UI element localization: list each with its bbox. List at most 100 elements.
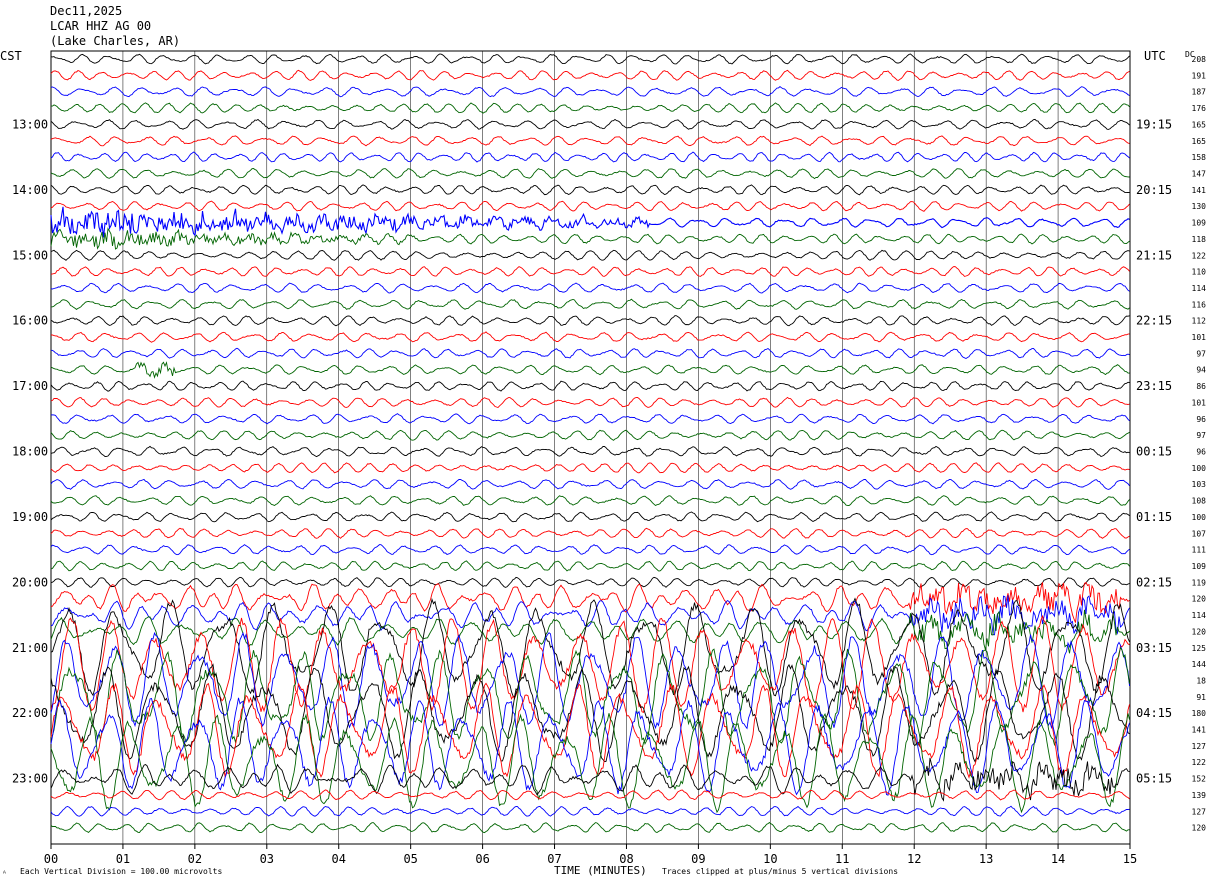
seismic-trace xyxy=(50,249,1130,261)
seismic-trace xyxy=(50,445,1130,458)
dc-offset-value: 100 xyxy=(1192,513,1207,522)
seismic-trace xyxy=(51,331,1130,343)
left-hour-label: 16:00 xyxy=(12,314,48,328)
dc-offset-value: 147 xyxy=(1192,169,1207,178)
dc-offset-value: 165 xyxy=(1192,120,1207,129)
seismic-trace xyxy=(50,757,1130,802)
seismic-trace xyxy=(50,227,1130,250)
right-hour-label: 05:15 xyxy=(1136,772,1172,786)
x-tick-label: 10 xyxy=(763,852,777,866)
dc-offset-value: 91 xyxy=(1196,693,1206,702)
right-hour-label: 21:15 xyxy=(1136,248,1172,262)
left-hour-label: 21:00 xyxy=(12,641,48,655)
seismic-trace xyxy=(50,396,1130,409)
right-hour-label: 02:15 xyxy=(1136,575,1172,589)
seismic-trace xyxy=(50,646,1130,747)
dc-offset-value: 120 xyxy=(1192,824,1207,833)
right-hour-label: 04:15 xyxy=(1136,706,1172,720)
seismic-trace xyxy=(50,631,1130,730)
x-tick-label: 11 xyxy=(835,852,849,866)
left-hour-label: 14:00 xyxy=(12,183,48,197)
x-tick-label: 02 xyxy=(188,852,202,866)
dc-offset-value: 100 xyxy=(1192,464,1207,473)
x-axis-label: TIME (MINUTES) xyxy=(554,864,647,877)
seismic-trace xyxy=(50,805,1130,817)
dc-offset-value: 208 xyxy=(1192,55,1207,64)
right-hour-label: 01:15 xyxy=(1136,510,1172,524)
dc-offset-value: 116 xyxy=(1192,300,1207,309)
seismic-trace xyxy=(50,789,1130,801)
plot-date: Dec11,2025 xyxy=(50,4,123,18)
seismic-trace xyxy=(50,511,1130,523)
seismic-trace xyxy=(50,151,1130,163)
seismic-trace xyxy=(50,298,1130,310)
left-hour-label: 13:00 xyxy=(12,117,48,131)
clip-note: Traces clipped at plus/minus 5 vertical … xyxy=(662,867,898,876)
seismic-trace xyxy=(50,495,1130,507)
seismic-trace xyxy=(50,315,1130,327)
dc-offset-value: 176 xyxy=(1192,104,1207,113)
dc-offset-value: 114 xyxy=(1192,284,1207,293)
seismic-trace xyxy=(50,380,1130,392)
station-location: (Lake Charles, AR) xyxy=(50,34,181,48)
seismic-trace xyxy=(50,682,1130,779)
dc-offset-value: 127 xyxy=(1192,742,1207,751)
dc-offset-value: 96 xyxy=(1196,415,1206,424)
x-tick-label: 07 xyxy=(547,852,561,866)
left-hour-label: 19:00 xyxy=(12,510,48,524)
seismic-trace xyxy=(50,200,1130,212)
dc-offset-value: 108 xyxy=(1192,497,1207,506)
dc-offset-value: 125 xyxy=(1192,644,1207,653)
dc-offset-value: 18 xyxy=(1196,676,1206,685)
seismic-trace xyxy=(51,102,1130,114)
x-tick-label: 04 xyxy=(332,852,346,866)
seismic-trace xyxy=(50,168,1130,180)
dc-offset-value: 141 xyxy=(1192,726,1207,735)
left-timezone-label: CST xyxy=(0,49,22,63)
plot-frame xyxy=(50,50,1131,845)
dc-offset-value: 97 xyxy=(1196,349,1206,358)
seismic-trace xyxy=(50,282,1130,294)
seismic-trace xyxy=(50,206,1130,238)
dc-offset-value: 122 xyxy=(1192,758,1207,767)
right-hour-label: 20:15 xyxy=(1136,183,1172,197)
seismic-trace xyxy=(50,821,1130,834)
seismic-trace xyxy=(50,597,1130,698)
seismic-trace xyxy=(50,266,1130,277)
x-tick-label: 00 xyxy=(44,852,58,866)
x-tick-label: 12 xyxy=(907,852,921,866)
dc-offset-value: 86 xyxy=(1196,382,1206,391)
dc-offset-value: 152 xyxy=(1192,775,1207,784)
seismic-trace xyxy=(50,347,1130,360)
plot-labels: CST UTC DC TIME (MINUTES) Each Vertical … xyxy=(0,49,1206,878)
dc-offset-value: 101 xyxy=(1192,398,1207,407)
seismic-trace xyxy=(50,581,1130,623)
right-hour-label: 03:15 xyxy=(1136,641,1172,655)
dc-offset-value: 180 xyxy=(1192,709,1207,718)
dc-offset-value: 97 xyxy=(1196,431,1206,440)
x-tick-label: 13 xyxy=(979,852,993,866)
seismic-trace xyxy=(50,462,1130,474)
dc-offset-value: 130 xyxy=(1192,202,1207,211)
dc-offset-value: 103 xyxy=(1192,480,1207,489)
dc-offset-value: 165 xyxy=(1192,137,1207,146)
dc-offset-value: 111 xyxy=(1192,546,1207,555)
dc-offset-value: 191 xyxy=(1192,71,1207,80)
left-hour-label: 17:00 xyxy=(12,379,48,393)
seismic-trace xyxy=(50,429,1130,441)
x-tick-label: 15 xyxy=(1123,852,1137,866)
seismic-trace xyxy=(50,135,1130,147)
right-hour-label: 23:15 xyxy=(1136,379,1172,393)
seismic-traces xyxy=(50,53,1130,834)
seismic-trace xyxy=(50,560,1130,572)
dc-offset-value: 122 xyxy=(1192,251,1207,260)
dc-offset-value: 94 xyxy=(1196,366,1206,375)
left-hour-label: 22:00 xyxy=(12,706,48,720)
seismic-trace xyxy=(50,361,1130,379)
seismic-trace xyxy=(50,663,1130,763)
seismic-trace xyxy=(50,713,1130,814)
seismic-trace xyxy=(50,86,1130,98)
seismic-trace xyxy=(50,527,1130,539)
dc-offset-value: 109 xyxy=(1192,562,1207,571)
